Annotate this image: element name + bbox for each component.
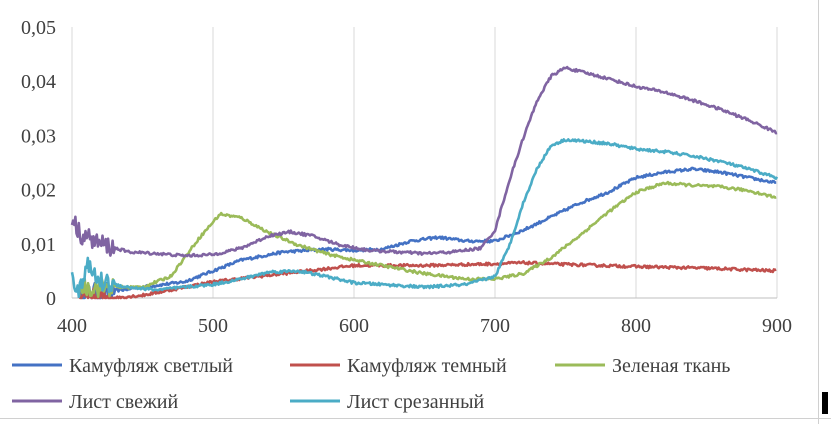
y-tick-label: 0,05 (21, 17, 56, 39)
legend-label: Камуфляж светлый (69, 355, 233, 377)
text-cursor-icon (822, 392, 828, 414)
series-line-1 (77, 166, 777, 300)
right-frame-border (818, 0, 819, 424)
x-axis-tick-labels: 400 500 600 700 800 900 (57, 315, 792, 337)
series-line-4 (70, 65, 778, 258)
x-tick-label: 900 (762, 315, 792, 337)
legend-label: Лист свежий (69, 391, 178, 413)
x-tick-label: 500 (198, 315, 228, 337)
y-tick-label: 0,01 (21, 234, 56, 256)
legend: Камуфляж светлый Камуфляж темный Зеленая т… (12, 355, 730, 413)
x-tick-label: 800 (621, 315, 651, 337)
x-tick-label: 600 (339, 315, 369, 337)
legend-item: Лист свежий (12, 391, 178, 413)
y-tick-label: 0 (46, 288, 56, 310)
series-line-2 (77, 260, 777, 300)
legend-item: Лист срезанный (290, 391, 485, 413)
legend-item: Зеленая ткань (555, 355, 730, 377)
vertical-gridlines (71, 27, 778, 298)
bottom-frame-border (0, 418, 831, 419)
legend-item: Камуфляж темный (290, 355, 507, 377)
legend-label: Зеленая ткань (612, 355, 730, 377)
x-tick-label: 400 (57, 315, 87, 337)
series-line-5 (70, 138, 779, 299)
series-line-3 (77, 180, 777, 299)
legend-label: Камуфляж темный (347, 355, 507, 377)
y-tick-label: 0,03 (21, 125, 56, 147)
legend-item: Камуфляж светлый (12, 355, 233, 377)
y-axis-tick-labels: 0 0,01 0,02 0,03 0,04 0,05 (21, 17, 56, 310)
y-tick-label: 0,02 (21, 180, 56, 202)
y-tick-label: 0,04 (21, 71, 56, 93)
series-layer (70, 65, 779, 300)
legend-label: Лист срезанный (347, 391, 485, 413)
x-tick-label: 700 (480, 315, 510, 337)
